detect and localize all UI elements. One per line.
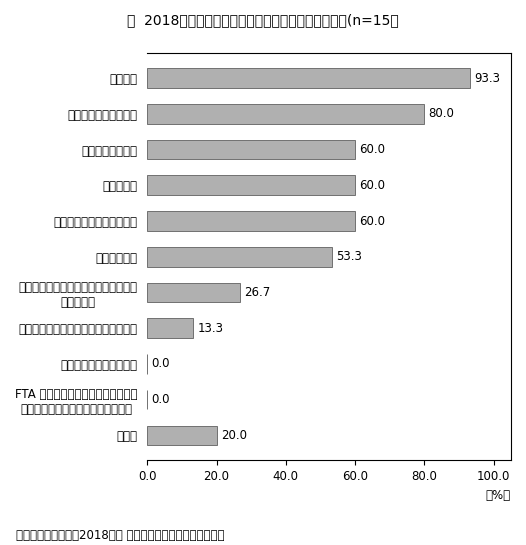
Text: 93.3: 93.3: [474, 71, 501, 84]
Bar: [147, 140, 355, 160]
Bar: [147, 247, 332, 267]
Bar: [147, 318, 193, 338]
Text: 20.0: 20.0: [221, 429, 247, 442]
Bar: [147, 211, 355, 231]
Text: 13.3: 13.3: [197, 322, 224, 335]
Bar: [147, 68, 470, 88]
Text: 80.0: 80.0: [429, 107, 454, 120]
Text: 53.3: 53.3: [336, 250, 362, 263]
Text: 図  2018年の営業利益見込み悪化理由：アルゼンチン(n=15）: 図 2018年の営業利益見込み悪化理由：アルゼンチン(n=15）: [127, 14, 399, 28]
Text: 60.0: 60.0: [359, 143, 385, 156]
Text: （%）: （%）: [486, 489, 511, 502]
Bar: [147, 104, 424, 124]
Text: 0.0: 0.0: [151, 393, 170, 406]
Text: 60.0: 60.0: [359, 215, 385, 228]
Text: 60.0: 60.0: [359, 179, 385, 192]
Bar: [147, 283, 240, 302]
Bar: [147, 426, 217, 445]
Text: 0.0: 0.0: [151, 358, 170, 371]
Bar: [147, 175, 355, 195]
Text: 26.7: 26.7: [244, 286, 270, 299]
Text: （出所）ジェトロ「2018年度 中南米進出日系企業実態調査」: （出所）ジェトロ「2018年度 中南米進出日系企業実態調査」: [16, 529, 224, 542]
